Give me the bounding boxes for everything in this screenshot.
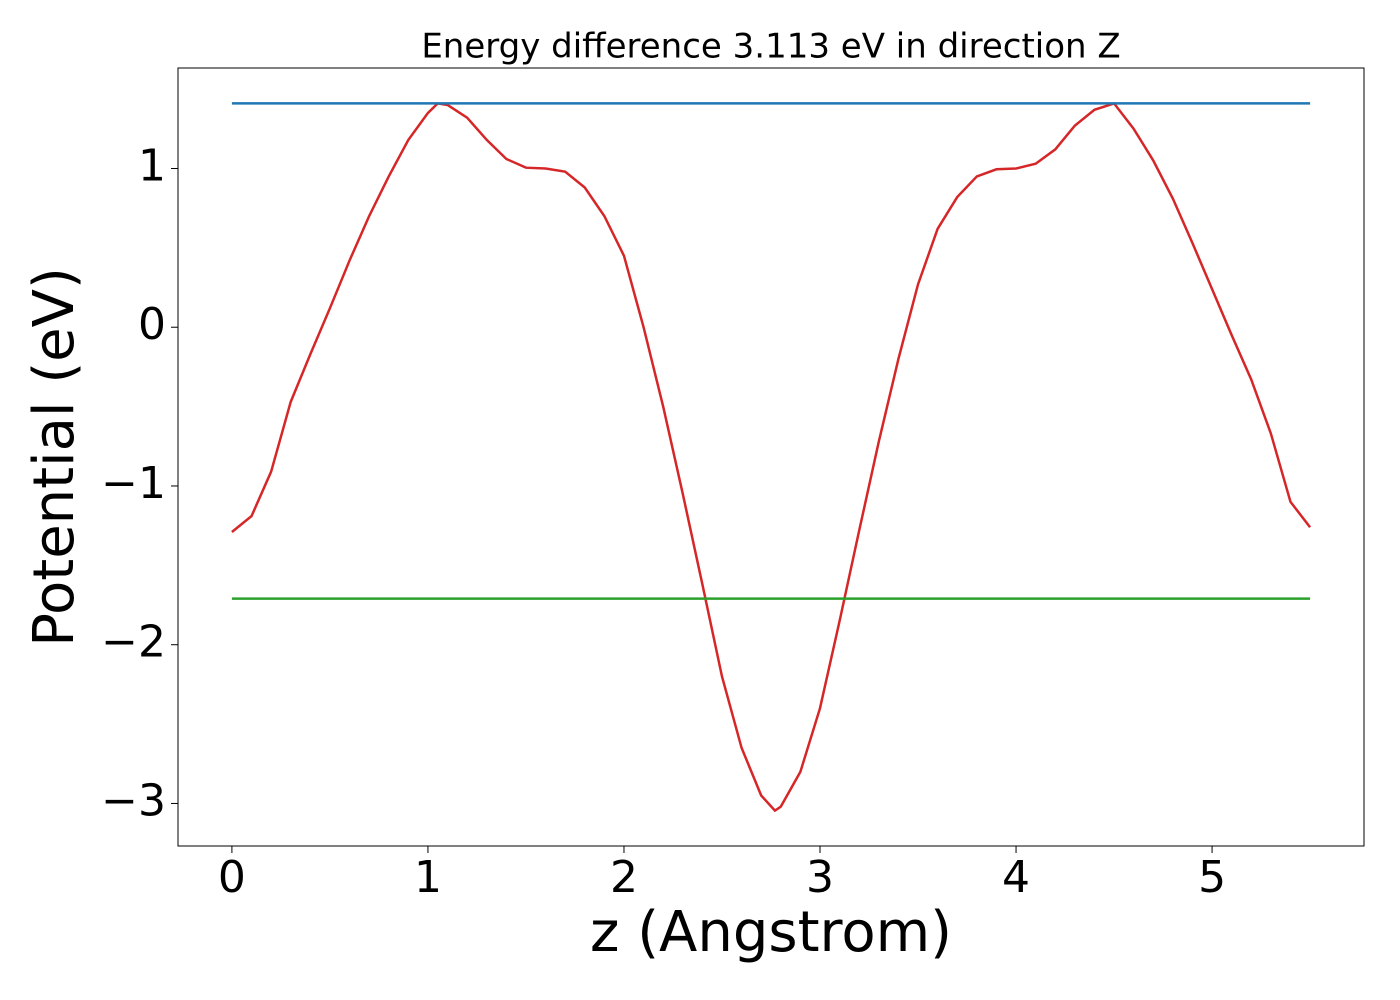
plot-frame	[177, 67, 1365, 847]
y-tick-label: 0	[138, 299, 166, 350]
y-tick-label: −1	[101, 458, 166, 509]
x-tick-label: 4	[1002, 852, 1030, 903]
x-tick-label: 1	[414, 852, 442, 903]
x-tick-label: 0	[218, 852, 246, 903]
y-tick-label: −3	[101, 775, 166, 826]
line-series	[231, 101, 1312, 813]
x-tick-label: 3	[806, 852, 834, 903]
x-tick-label: 2	[610, 852, 638, 903]
y-axis-label: Potential (eV)	[22, 267, 87, 647]
chart-title: Energy difference 3.113 eV in direction …	[421, 27, 1120, 67]
x-tick-label: 5	[1198, 852, 1226, 903]
x-axis-label: z (Angstrom)	[590, 900, 952, 965]
y-tick-label: −2	[101, 617, 166, 668]
y-tick-label: 1	[138, 140, 166, 191]
